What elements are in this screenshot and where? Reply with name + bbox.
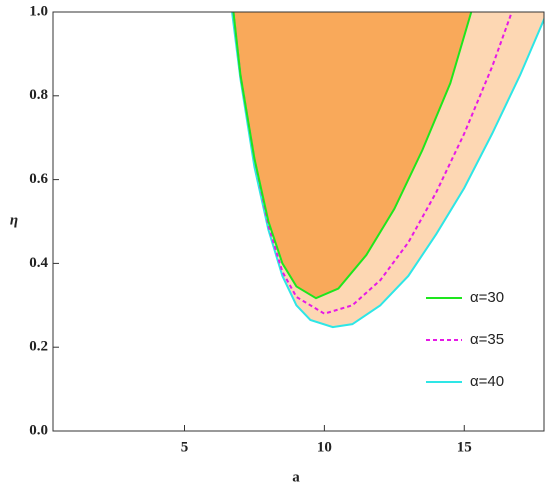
x-tick-label: 10 — [317, 439, 332, 455]
series-line — [232, 12, 473, 300]
x-tick-label: 5 — [181, 439, 189, 455]
x-axis-label: a — [292, 469, 300, 485]
y-tick-label: 0.6 — [29, 171, 48, 187]
plot-frame — [52, 11, 545, 432]
plot-area — [231, 12, 544, 329]
legend-text: α=35 — [470, 331, 504, 348]
y-tick-label: 0.2 — [29, 339, 48, 355]
legend-text: α=30 — [470, 289, 504, 306]
y-tick-label: 0.4 — [29, 255, 48, 271]
legend-text: α=40 — [470, 373, 504, 390]
y-tick-label: 0.0 — [29, 422, 48, 438]
y-axis-label: η — [10, 212, 18, 228]
region-fill — [233, 12, 472, 299]
y-tick-label: 1.0 — [29, 3, 48, 19]
y-tick-label: 0.8 — [29, 87, 48, 103]
series-line — [231, 12, 544, 329]
x-tick-label: 15 — [457, 439, 472, 455]
